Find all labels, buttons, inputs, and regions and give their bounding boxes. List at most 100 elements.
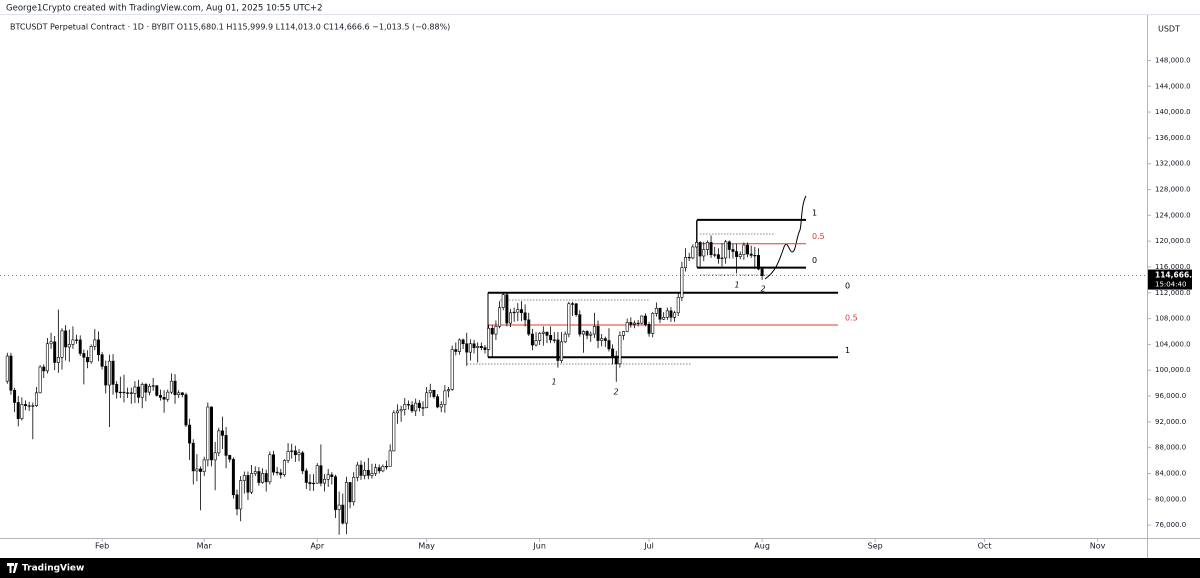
candle-body	[523, 312, 527, 321]
fib-label: 1	[845, 346, 850, 355]
footer-logo	[7, 563, 18, 573]
candle-body	[213, 452, 217, 461]
candle-body	[344, 482, 348, 524]
last-price-box	[1148, 269, 1192, 290]
footer-bar	[0, 558, 1200, 578]
candle-body	[596, 326, 600, 341]
candle-body	[636, 322, 640, 325]
candle-body	[13, 389, 17, 403]
candle-body	[341, 504, 345, 524]
candle-body	[242, 475, 246, 481]
candle-body	[530, 333, 534, 346]
candle-body	[512, 311, 516, 314]
candle-body	[89, 346, 93, 363]
candle-body	[476, 346, 480, 348]
candle-body	[614, 355, 618, 365]
y-tick-label: 80,000.0	[1155, 495, 1186, 503]
candle-body	[352, 477, 356, 503]
candle-body	[188, 424, 192, 444]
candle-body	[450, 349, 454, 390]
candle-body	[738, 254, 742, 257]
candle-body	[756, 255, 760, 270]
candle-body	[581, 331, 585, 335]
candle-body	[527, 319, 531, 335]
candle-body	[86, 357, 90, 363]
candle-body	[603, 338, 607, 341]
candle-body	[622, 331, 626, 336]
candle-body	[702, 249, 706, 257]
fib-label: 0	[812, 256, 817, 265]
candle-body	[680, 267, 684, 298]
candle-body	[137, 386, 141, 398]
candle-body	[727, 241, 731, 250]
candle-body	[250, 473, 254, 493]
candle-body	[272, 454, 275, 473]
candle-body	[731, 249, 735, 252]
candle-body	[392, 412, 396, 452]
candle-body	[713, 254, 717, 256]
candle-body	[191, 442, 195, 472]
candle-body	[348, 482, 352, 503]
candle-body	[315, 465, 319, 484]
candle-body	[374, 467, 378, 474]
candle-body	[24, 404, 28, 407]
candle-body	[716, 254, 720, 259]
candle-body	[9, 355, 13, 391]
fib-label: 0.5	[845, 314, 858, 323]
candle-body	[509, 312, 512, 324]
candle-body	[224, 435, 228, 456]
candle-body	[432, 389, 436, 397]
candle-body	[275, 471, 279, 474]
y-tick-label: 88,000.0	[1155, 444, 1186, 452]
candle-body	[651, 313, 655, 334]
y-tick-label: 100,000.0	[1155, 366, 1191, 374]
candle-body	[468, 343, 472, 353]
candle-body	[640, 315, 644, 324]
candle-body	[151, 385, 155, 387]
candle-body	[749, 253, 753, 256]
candle-body	[447, 389, 451, 392]
x-tick-label: Feb	[95, 542, 109, 551]
candle-body	[104, 366, 108, 386]
candle-body	[585, 331, 589, 336]
candle-body	[574, 303, 578, 316]
y-tick-label: 92,000.0	[1155, 418, 1186, 426]
candle-body	[388, 450, 392, 467]
candle-body	[122, 391, 126, 394]
fib-label: 0	[845, 281, 850, 290]
candle-body	[618, 335, 622, 365]
candle-body	[665, 310, 669, 318]
candle-body	[16, 402, 20, 419]
candle-body	[253, 471, 257, 474]
candle-body	[436, 396, 440, 408]
candle-body	[162, 397, 166, 400]
candle-body	[538, 333, 542, 341]
candle-body	[126, 392, 130, 394]
candle-body	[487, 327, 491, 350]
candle-body	[312, 482, 316, 485]
candle-body	[166, 391, 170, 400]
candle-body	[246, 475, 250, 493]
candles	[5, 220, 764, 535]
candle-body	[676, 296, 680, 314]
y-tick-label: 76,000.0	[1155, 521, 1186, 529]
candle-body	[202, 459, 206, 472]
candle-body	[428, 389, 432, 394]
countdown-label: 15:04:40	[1155, 281, 1186, 289]
candle-body	[264, 473, 268, 483]
candle-body	[64, 330, 68, 348]
candle-body	[333, 476, 337, 510]
candle-body	[519, 309, 523, 314]
candle-body	[395, 410, 399, 414]
candle-body	[505, 294, 509, 324]
candle-body	[231, 458, 235, 496]
candle-body	[148, 386, 151, 393]
candle-body	[571, 303, 574, 305]
candle-body	[60, 330, 64, 358]
wave-label: 2	[613, 388, 618, 397]
wave-label: 1	[734, 281, 739, 290]
candle-body	[742, 244, 746, 256]
candle-body	[425, 392, 429, 408]
candle-body	[330, 474, 334, 477]
